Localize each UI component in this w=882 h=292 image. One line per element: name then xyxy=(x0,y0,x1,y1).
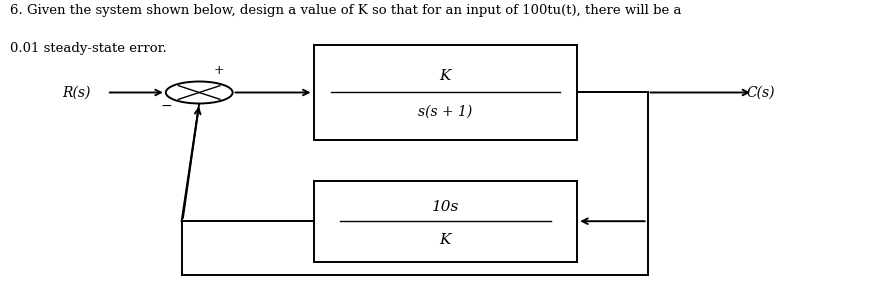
Text: R(s): R(s) xyxy=(62,86,90,100)
Text: 10s: 10s xyxy=(431,200,460,214)
Circle shape xyxy=(166,81,233,103)
Bar xyxy=(313,181,578,262)
Text: C(s): C(s) xyxy=(746,86,775,100)
Text: 0.01 steady-state error.: 0.01 steady-state error. xyxy=(11,42,167,55)
Text: +: + xyxy=(213,64,224,77)
Text: s(s + 1): s(s + 1) xyxy=(418,105,473,119)
Text: 6. Given the system shown below, design a value of K so that for an input of 100: 6. Given the system shown below, design … xyxy=(11,4,682,17)
Text: K: K xyxy=(440,233,451,247)
Text: K: K xyxy=(440,69,451,83)
Text: −: − xyxy=(161,98,173,112)
Bar xyxy=(313,45,578,140)
